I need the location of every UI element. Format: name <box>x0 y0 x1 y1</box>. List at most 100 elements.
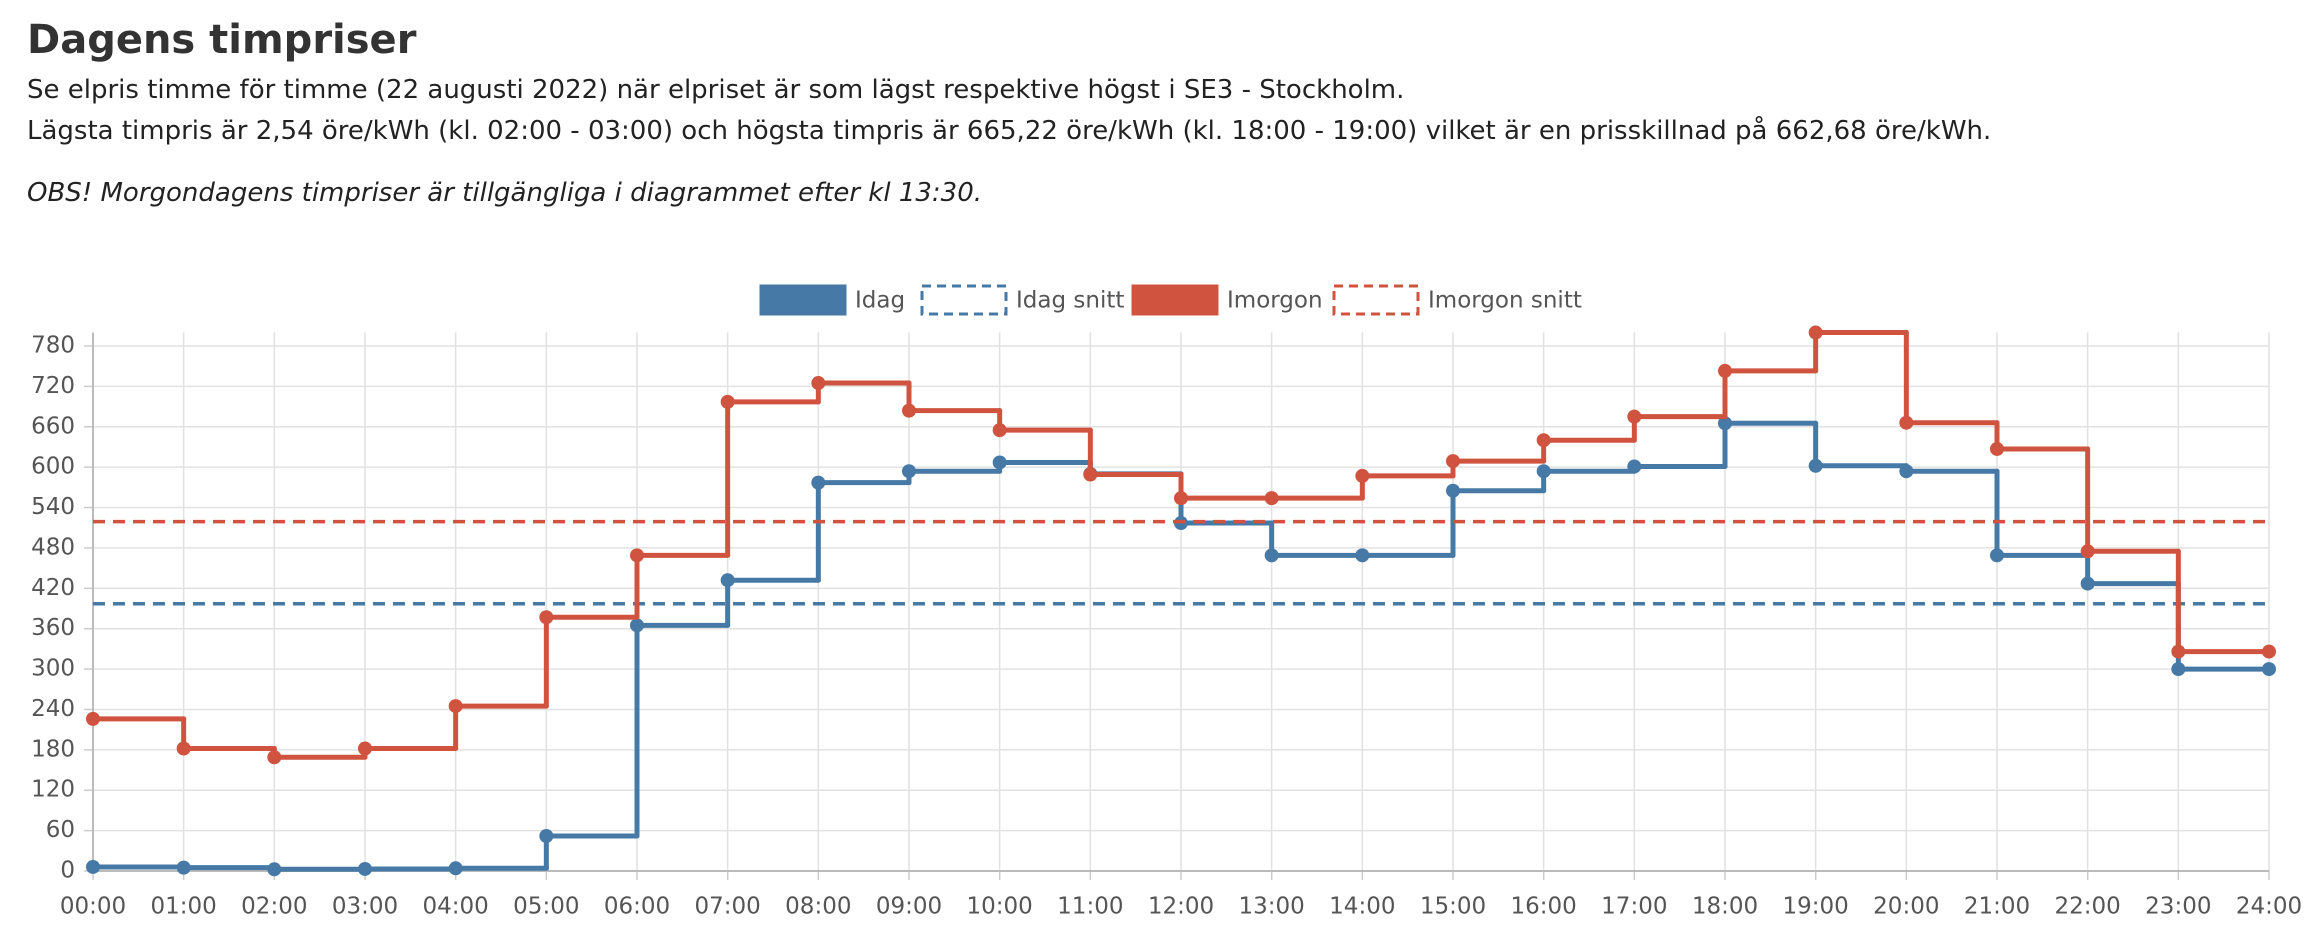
data-point <box>1264 491 1279 506</box>
legend-swatch <box>759 284 847 316</box>
data-point <box>1536 433 1551 448</box>
x-tick-label: 02:00 <box>241 894 307 920</box>
x-tick-label: 13:00 <box>1239 894 1305 920</box>
x-tick-label: 11:00 <box>1057 894 1123 920</box>
x-tick-label: 00:00 <box>60 894 126 920</box>
data-point <box>1899 415 1914 430</box>
x-tick-label: 03:00 <box>332 894 398 920</box>
x-tick-label: 09:00 <box>876 894 942 920</box>
header: Dagens timpriser Se elpris timme för tim… <box>27 10 2287 214</box>
data-point <box>630 548 644 563</box>
x-tick-label: 07:00 <box>695 894 761 920</box>
legend-swatch <box>1131 284 1219 316</box>
data-point <box>811 376 826 391</box>
x-tick-label: 04:00 <box>423 894 489 920</box>
y-tick-label: 780 <box>31 333 75 359</box>
data-point <box>902 464 916 479</box>
data-point <box>2080 544 2095 559</box>
data-point <box>176 741 191 756</box>
data-point <box>2171 644 2186 659</box>
x-tick-label: 12:00 <box>1148 894 1214 920</box>
data-point <box>720 394 735 409</box>
data-point <box>1083 467 1098 482</box>
price-summary: Lägsta timpris är 2,54 öre/kWh (kl. 02:0… <box>27 116 1992 146</box>
data-point <box>2262 662 2276 677</box>
page-title: Dagens timpriser <box>27 17 417 63</box>
x-tick-label: 16:00 <box>1511 894 1577 920</box>
legend-swatch <box>1332 284 1420 316</box>
x-tick-label: 01:00 <box>151 894 217 920</box>
data-point <box>448 699 463 714</box>
y-tick-label: 660 <box>31 413 75 439</box>
y-tick-label: 720 <box>31 373 75 399</box>
data-point <box>176 860 191 875</box>
data-point <box>1718 416 1732 431</box>
y-tick-label: 420 <box>31 575 75 601</box>
y-tick-label: 540 <box>31 494 75 520</box>
x-tick-label: 05:00 <box>513 894 579 920</box>
data-point <box>2262 644 2276 659</box>
x-tick-label: 18:00 <box>1692 894 1758 920</box>
data-point <box>1536 464 1551 479</box>
data-point <box>1808 458 1823 473</box>
x-tick-label: 06:00 <box>604 894 670 920</box>
y-tick-label: 120 <box>31 777 75 803</box>
data-point <box>267 750 282 765</box>
x-tick-label: 10:00 <box>967 894 1033 920</box>
x-tick-label: 14:00 <box>1329 894 1395 920</box>
data-point <box>1355 548 1370 563</box>
y-tick-label: 60 <box>46 817 75 843</box>
data-point <box>1990 548 2004 563</box>
data-point <box>358 741 372 756</box>
data-point <box>811 475 826 490</box>
y-tick-label: 0 <box>60 858 75 884</box>
legend-label: Idag <box>855 288 905 314</box>
x-tick-label: 22:00 <box>2055 894 2121 920</box>
x-tick-label: 19:00 <box>1783 894 1849 920</box>
data-point <box>539 610 554 625</box>
data-point <box>448 861 463 876</box>
legend-label: Imorgon <box>1227 288 1323 314</box>
data-point <box>992 455 1007 470</box>
x-tick-label: 24:00 <box>2236 894 2302 920</box>
data-point <box>358 861 372 876</box>
x-tick-label: 15:00 <box>1420 894 1486 920</box>
legend-label: Imorgon snitt <box>1428 288 1582 314</box>
x-tick-label: 20:00 <box>1873 894 1939 920</box>
data-point <box>1990 441 2004 456</box>
data-point <box>1174 491 1188 506</box>
data-point <box>2171 662 2186 677</box>
data-point <box>1808 325 1823 340</box>
x-tick-label: 08:00 <box>785 894 851 920</box>
data-point <box>992 423 1007 438</box>
data-point <box>1899 464 1914 479</box>
y-tick-label: 300 <box>31 656 75 682</box>
note: OBS! Morgondagens timpriser är tillgängl… <box>27 178 983 208</box>
y-tick-label: 480 <box>31 534 75 560</box>
y-tick-label: 600 <box>31 454 75 480</box>
data-point <box>902 403 916 418</box>
data-point <box>86 859 100 874</box>
data-point <box>1355 468 1370 483</box>
x-tick-label: 23:00 <box>2145 894 2211 920</box>
data-point <box>1446 483 1460 498</box>
legend-label: Idag snitt <box>1016 288 1124 314</box>
data-point <box>86 711 100 726</box>
data-point <box>1264 548 1279 563</box>
data-point <box>1446 454 1460 469</box>
y-tick-label: 360 <box>31 615 75 641</box>
data-point <box>1627 459 1642 474</box>
data-point <box>2080 576 2095 591</box>
y-tick-label: 180 <box>31 736 75 762</box>
data-point <box>630 618 644 633</box>
data-point <box>267 862 282 877</box>
data-point <box>1627 409 1642 424</box>
data-point <box>1718 363 1732 378</box>
x-tick-label: 21:00 <box>1964 894 2030 920</box>
legend-swatch <box>920 284 1008 316</box>
data-point <box>539 829 554 843</box>
intro-text: Se elpris timme för timme (22 augusti 20… <box>27 75 1405 105</box>
x-tick-label: 17:00 <box>1601 894 1667 920</box>
